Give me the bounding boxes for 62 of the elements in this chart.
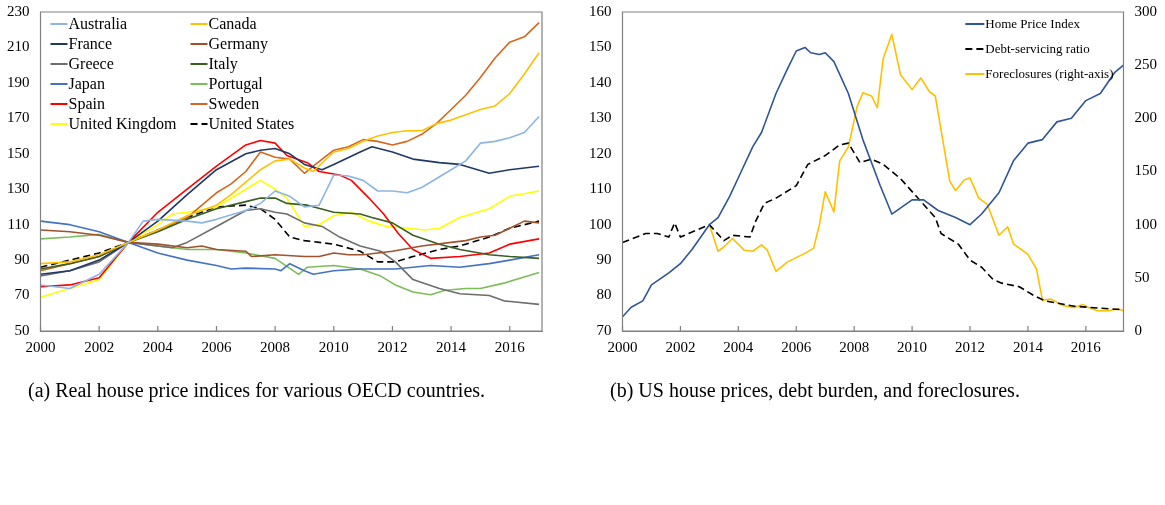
y-tick-label: 90 [596, 251, 612, 268]
legend-label: Debt-servicing ratio [985, 41, 1090, 57]
legend-label: Canada [208, 15, 257, 33]
x-tick-label: 2000 [607, 338, 638, 355]
y-tick-label: 70 [596, 321, 612, 338]
y-tick-label: 150 [7, 144, 30, 161]
y-tick-label: 160 [589, 2, 612, 19]
legend-label: Portugal [208, 75, 264, 94]
y2-tick-label: 100 [1134, 215, 1157, 232]
legend-label: Japan [68, 75, 105, 94]
text: (b) US house prices, debt burden, and foreclosures. [610, 378, 1021, 404]
y2-tick-label: 150 [1134, 162, 1157, 179]
y-tick-label: 110 [7, 215, 30, 232]
legend-label: Germany [208, 35, 269, 54]
x-tick-label: 2006 [781, 338, 812, 355]
legend-label: Italy [208, 55, 238, 74]
legend-label: Home Price Index [985, 16, 1081, 32]
x-tick-label: 2006 [201, 338, 232, 355]
y-tick-label: 80 [596, 286, 612, 303]
y-tick-label: 90 [14, 251, 30, 268]
y2-tick-label: 300 [1134, 2, 1157, 19]
legend-label: United Kingdom [68, 115, 178, 134]
x-tick-label: 2010 [897, 338, 928, 355]
y-tick-label: 230 [7, 2, 30, 19]
y2-tick-label: 250 [1134, 56, 1157, 73]
y-tick-label: 170 [7, 109, 30, 126]
y-tick-label: 210 [7, 38, 30, 55]
y2-tick-label: 200 [1134, 109, 1157, 126]
y-tick-label: 150 [589, 38, 612, 55]
legend-label: Foreclosures (right-axis) [985, 66, 1114, 82]
x-tick-label: 2014 [436, 338, 467, 355]
legend-label: Australia [68, 15, 128, 33]
y-tick-label: 130 [7, 180, 30, 197]
y-tick-label: 100 [589, 215, 612, 232]
x-tick-label: 2012 [377, 338, 408, 355]
x-tick-label: 2002 [84, 338, 115, 355]
x-tick-label: 2002 [665, 338, 696, 355]
x-tick-label: 2016 [494, 338, 526, 355]
y2-tick-label: 0 [1134, 321, 1142, 338]
x-tick-label: 2004 [723, 338, 754, 355]
y2-tick-label: 50 [1134, 268, 1150, 285]
x-tick-label: 2016 [1070, 338, 1102, 355]
y-tick-label: 140 [589, 73, 612, 90]
x-tick-label: 2004 [142, 338, 174, 355]
x-tick-label: 2008 [260, 338, 291, 355]
legend-label: Spain [68, 95, 105, 114]
y-tick-label: 190 [7, 73, 30, 90]
y-tick-label: 130 [589, 109, 612, 126]
legend-label: France [68, 35, 113, 53]
legend-label: Sweden [208, 95, 260, 113]
y-tick-label: 50 [14, 321, 30, 338]
text: (a) Real house price indices for various OECD countries. [28, 378, 487, 404]
x-tick-label: 2000 [25, 338, 56, 355]
y-tick-label: 70 [14, 286, 30, 303]
y-tick-label: 110 [589, 180, 612, 197]
x-tick-label: 2008 [839, 338, 870, 355]
legend-label: Greece [68, 55, 114, 73]
x-tick-label: 2014 [1012, 338, 1044, 355]
legend-label: United States [208, 115, 295, 133]
x-tick-label: 2012 [955, 338, 986, 355]
y-tick-label: 120 [589, 144, 612, 161]
x-tick-label: 2010 [318, 338, 349, 355]
